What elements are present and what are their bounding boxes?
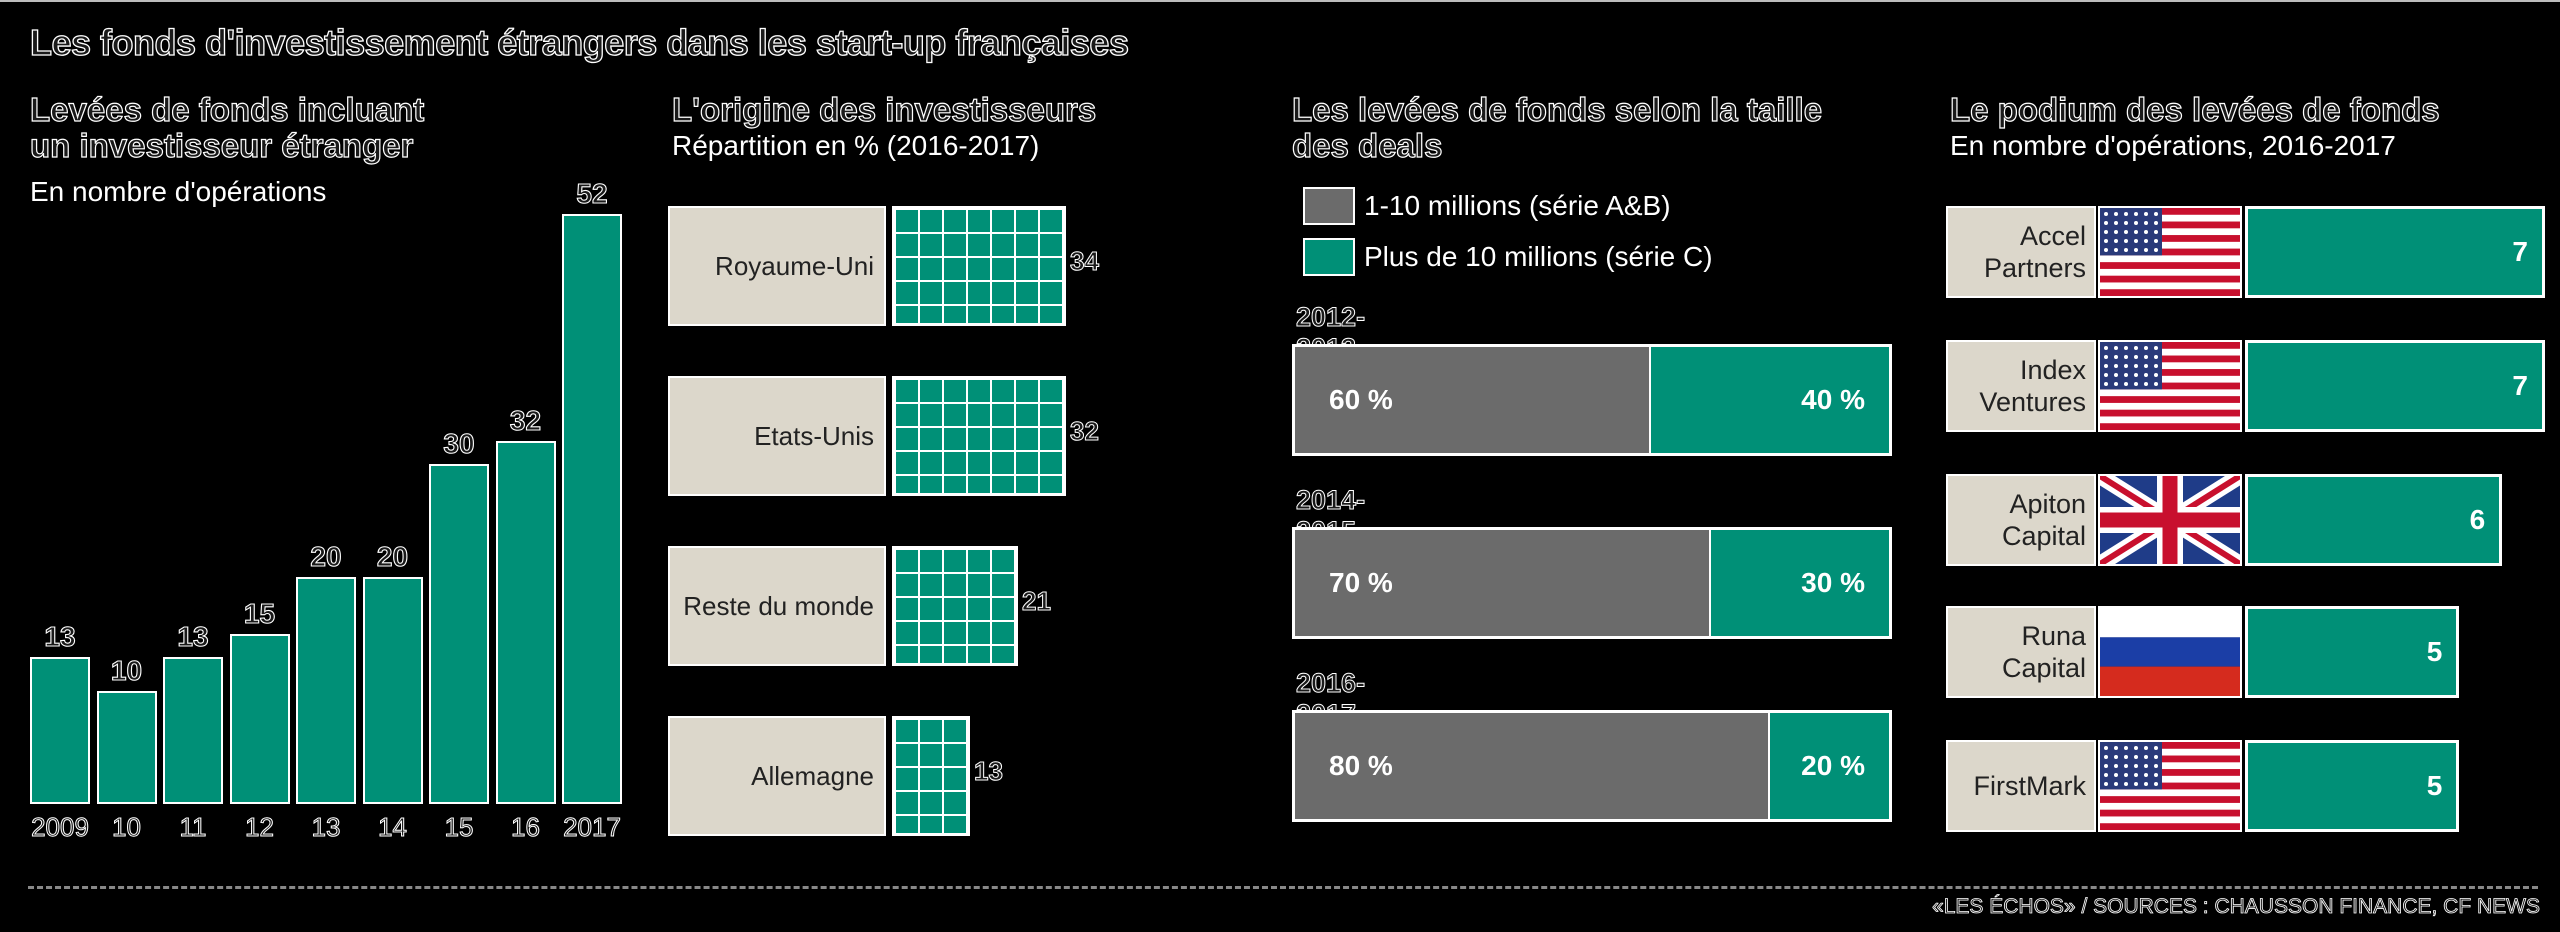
period-label: 2014-2015 bbox=[1295, 485, 1366, 547]
legend-label-series-c: Plus de 10 millions (série C) bbox=[1364, 241, 1713, 272]
investor-name-box: Index Ventures bbox=[1946, 340, 2096, 432]
bar-value-label: 52 bbox=[576, 177, 608, 209]
segment-series-ab: 80 % bbox=[1295, 713, 1771, 819]
investor-name-box: Runa Capital bbox=[1946, 606, 2096, 698]
uk-flag-icon bbox=[2098, 474, 2242, 566]
bar-value-label: 20 bbox=[310, 541, 342, 573]
bar-value-label: 13 bbox=[44, 620, 76, 652]
panel4-title: Le podium des levées de fonds bbox=[1949, 91, 2440, 128]
stacked-bar: 70 % 30 % bbox=[1292, 527, 1892, 639]
us-flag-icon bbox=[2098, 740, 2242, 832]
investor-bar: 5 bbox=[2245, 740, 2460, 832]
bar-value-label: 30 bbox=[443, 427, 475, 459]
us-flag-icon bbox=[2098, 340, 2242, 432]
country-label-box: Royaume-Uni bbox=[668, 206, 886, 326]
panel3-title-line2: des deals bbox=[1291, 127, 1443, 164]
investor-bar: 5 bbox=[2245, 606, 2460, 698]
segment-series-c: 30 % bbox=[1710, 530, 1889, 636]
panel1-title: Levées de fonds incluant un investisseur… bbox=[29, 91, 425, 164]
us-flag-icon bbox=[2098, 206, 2242, 298]
waffle-value-label: 32 bbox=[1070, 416, 1100, 447]
x-tick-label: 15 bbox=[444, 812, 474, 843]
country-label-box: Allemagne bbox=[668, 716, 886, 836]
bar-10 bbox=[96, 690, 157, 804]
x-tick-label: 11 bbox=[179, 812, 207, 843]
bar-2017 bbox=[562, 214, 622, 804]
top-rule bbox=[0, 0, 2560, 2]
panel1-title-line1: Levées de fonds incluant bbox=[29, 91, 425, 128]
waffle-grid bbox=[892, 546, 1018, 666]
waffle-grid bbox=[892, 716, 970, 836]
panel1-title-line2: un investisseur étranger bbox=[29, 127, 414, 164]
panel2-subtitle: Répartition en % (2016-2017) bbox=[672, 130, 1040, 161]
legend-swatch-teal bbox=[1303, 238, 1355, 276]
waffle-value-label: 21 bbox=[1022, 586, 1052, 617]
bar-14 bbox=[362, 577, 423, 804]
bar-value-label: 15 bbox=[243, 597, 276, 629]
x-tick-label: 12 bbox=[245, 812, 275, 843]
bar-value-label: 10 bbox=[110, 654, 143, 686]
bar-12 bbox=[229, 633, 290, 804]
bar-value-label: 13 bbox=[177, 620, 209, 652]
x-tick-label: 2009 bbox=[31, 812, 90, 843]
investor-bar: 7 bbox=[2245, 206, 2545, 298]
investor-bar: 7 bbox=[2245, 340, 2545, 432]
investor-bar: 6 bbox=[2245, 474, 2503, 566]
investor-name-box: FirstMark bbox=[1946, 740, 2096, 832]
segment-series-c: 40 % bbox=[1651, 347, 1889, 453]
main-title: Les fonds d'investissement étrangers dan… bbox=[29, 21, 1129, 63]
segment-series-ab: 70 % bbox=[1295, 530, 1711, 636]
stacked-bar: 60 % 40 % bbox=[1292, 344, 1892, 456]
legend-swatch-gray bbox=[1303, 187, 1355, 225]
russia-flag-icon bbox=[2098, 606, 2242, 698]
bar-15 bbox=[429, 463, 489, 804]
bar-2009 bbox=[30, 656, 90, 804]
bar-value-label: 20 bbox=[376, 541, 409, 573]
country-label-box: Reste du monde bbox=[668, 546, 886, 666]
panel2-title: L'origine des investisseurs bbox=[671, 91, 1097, 128]
investor-name-box: Apiton Capital bbox=[1946, 474, 2096, 566]
panel4-subtitle: En nombre d'opérations, 2016-2017 bbox=[1950, 130, 2396, 161]
x-tick-label: 13 bbox=[311, 812, 341, 843]
segment-series-c: 20 % bbox=[1770, 713, 1889, 819]
segment-series-ab: 60 % bbox=[1295, 347, 1652, 453]
x-tick-label: 2017 bbox=[563, 812, 622, 843]
waffle-value-label: 13 bbox=[974, 756, 1004, 787]
stacked-bar: 80 % 20 % bbox=[1292, 710, 1892, 822]
bar-value-label: 32 bbox=[509, 404, 542, 436]
country-label-box: Etats-Unis bbox=[668, 376, 886, 496]
x-tick-label: 10 bbox=[112, 812, 142, 843]
waffle-grid bbox=[892, 376, 1066, 496]
panel3-title-line1: Les levées de fonds selon la taille bbox=[1291, 91, 1823, 128]
x-tick-label: 16 bbox=[511, 812, 541, 843]
investor-name-box: Accel Partners bbox=[1946, 206, 2096, 298]
footer-divider bbox=[28, 886, 2538, 889]
waffle-grid bbox=[892, 206, 1066, 326]
legend-label-series-ab: 1-10 millions (série A&B) bbox=[1364, 190, 1671, 221]
panel3-title: Les levées de fonds selon la taille des … bbox=[1291, 91, 1823, 164]
waffle-value-label: 34 bbox=[1070, 246, 1100, 277]
bar-16 bbox=[495, 440, 556, 804]
source-note: «LES ÉCHOS» / SOURCES : CHAUSSON FINANCE… bbox=[1932, 895, 2541, 919]
bar-13 bbox=[296, 577, 356, 804]
x-tick-label: 14 bbox=[378, 812, 408, 843]
panel1-subtitle: En nombre d'opérations bbox=[30, 176, 327, 207]
bar-11 bbox=[163, 656, 223, 804]
